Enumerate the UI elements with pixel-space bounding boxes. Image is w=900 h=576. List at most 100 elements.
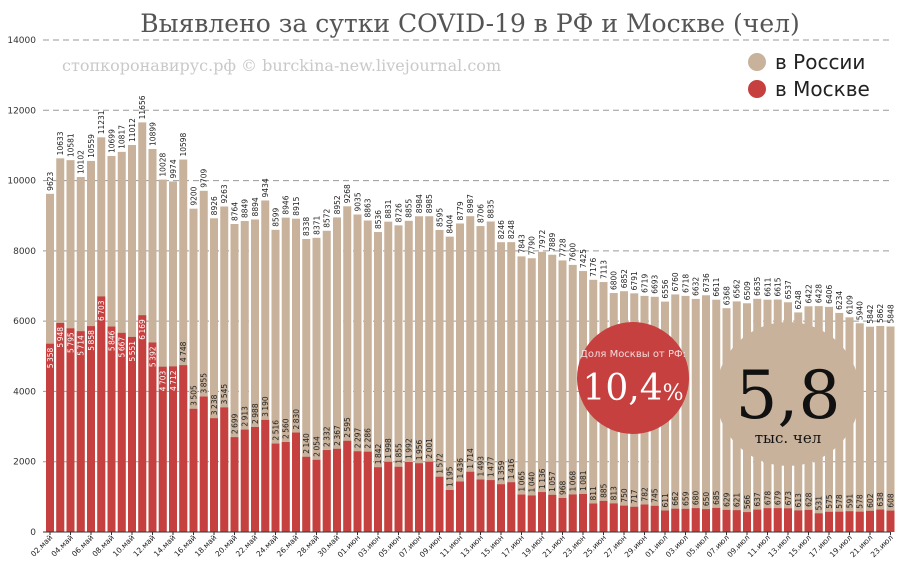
value-label-moscow: 2 830	[292, 409, 301, 430]
y-tick-label: 2000	[13, 458, 36, 468]
value-label-russia: 6428	[815, 284, 824, 303]
bar-moscow	[589, 503, 598, 532]
value-label-moscow: 1 065	[518, 471, 527, 492]
value-label-moscow: 2 332	[323, 426, 332, 447]
value-label-russia: 8338	[302, 217, 311, 236]
value-label-moscow: 2 516	[272, 420, 281, 441]
value-label-russia: 5842	[866, 304, 875, 323]
value-label-moscow: 3 855	[200, 373, 209, 394]
value-label-moscow: 1 068	[569, 471, 578, 492]
value-label-russia: 8248	[507, 220, 516, 239]
value-label-moscow: 5 358	[46, 347, 55, 368]
value-label-moscow: 662	[671, 491, 680, 506]
value-label-russia: 8946	[282, 195, 291, 214]
value-label-russia: 10817	[118, 125, 127, 149]
value-label-russia: 5848	[887, 304, 896, 323]
bar-moscow	[343, 440, 352, 532]
value-label-moscow: 2 297	[354, 427, 363, 448]
value-label-russia: 8849	[241, 199, 250, 218]
bar-moscow	[179, 365, 188, 532]
bar-russia	[497, 242, 505, 532]
value-label-russia: 6719	[641, 274, 650, 293]
bar-moscow	[671, 508, 680, 532]
value-label-moscow: 1 842	[374, 443, 383, 464]
value-label-moscow: 685	[712, 490, 721, 505]
value-label-moscow: 566	[743, 495, 752, 510]
bar-moscow	[650, 505, 659, 532]
value-label-russia: 6234	[835, 291, 844, 310]
value-label-russia: 8926	[210, 196, 219, 215]
bar-russia	[363, 220, 372, 532]
value-label-russia: 6537	[784, 280, 793, 299]
bar-russia	[333, 217, 341, 533]
value-label-moscow: 1 956	[415, 439, 424, 460]
bar-moscow	[825, 511, 833, 532]
value-label-moscow: 613	[794, 493, 803, 508]
bar-moscow	[773, 508, 782, 532]
bar-moscow	[609, 503, 618, 532]
value-label-moscow: 750	[620, 488, 629, 503]
bar-russia	[886, 326, 895, 532]
value-label-russia: 10598	[179, 132, 188, 156]
x-tick-label: 23.июл	[869, 533, 895, 559]
bar-moscow	[691, 508, 700, 532]
value-label-moscow: 782	[641, 487, 650, 502]
value-label-moscow: 5 846	[108, 330, 117, 351]
value-label-moscow: 1 855	[395, 443, 404, 464]
bar-moscow	[353, 451, 362, 532]
bar-russia	[158, 179, 167, 532]
bar-moscow	[312, 459, 321, 532]
value-label-moscow: 1 136	[538, 468, 547, 489]
value-label-russia: 6632	[692, 277, 701, 296]
value-label-moscow: 2 140	[302, 433, 311, 454]
value-label-moscow: 5 667	[118, 337, 127, 358]
bar-russia	[230, 224, 239, 532]
value-label-moscow: 602	[866, 493, 875, 508]
value-label-moscow: 2 286	[364, 428, 373, 449]
value-label-moscow: 2 560	[282, 418, 291, 439]
value-label-russia: 6736	[702, 273, 711, 292]
bar-russia	[712, 299, 721, 532]
bar-moscow	[87, 326, 95, 532]
bar-russia	[568, 264, 577, 532]
value-label-russia: 8952	[333, 195, 342, 214]
bar-moscow	[220, 407, 229, 532]
value-label-moscow: 1 998	[384, 438, 393, 459]
value-label-russia: 10633	[56, 131, 65, 155]
y-tick-label: 0	[30, 528, 36, 538]
value-label-russia: 10899	[149, 122, 158, 146]
value-label-russia: 11012	[128, 118, 137, 142]
value-label-russia: 8831	[384, 199, 393, 218]
bar-russia	[394, 225, 403, 532]
value-label-moscow: 638	[876, 492, 885, 507]
bar-russia	[210, 218, 218, 532]
source-watermark: стопкоронавирус.рф © burckina-new.livejo…	[62, 56, 501, 75]
value-label-russia: 5862	[876, 304, 885, 323]
value-label-moscow: 3 545	[220, 384, 229, 405]
value-label-moscow: 5 795	[67, 332, 76, 353]
value-label-russia: 8894	[251, 197, 260, 216]
bar-russia	[220, 206, 229, 532]
value-label-moscow: 6 169	[138, 319, 147, 340]
value-label-russia: 8835	[487, 199, 496, 218]
bar-moscow	[630, 506, 639, 532]
bar-moscow	[661, 510, 669, 532]
bar-russia	[292, 218, 300, 533]
bar-moscow	[158, 366, 167, 532]
bar-moscow	[169, 366, 177, 532]
bar-moscow	[732, 510, 741, 532]
y-tick-label: 4000	[13, 387, 36, 397]
bar-moscow	[814, 513, 823, 532]
value-label-moscow: 2 001	[425, 438, 434, 459]
value-label-russia: 10699	[108, 129, 117, 153]
value-label-russia: 6556	[661, 279, 670, 298]
value-label-moscow: 679	[774, 491, 783, 506]
value-label-moscow: 4 703	[159, 371, 168, 392]
value-label-moscow: 1 572	[436, 453, 445, 474]
legend-label-russia: в России	[775, 50, 865, 74]
value-label-russia: 6791	[630, 271, 639, 290]
bar-moscow	[855, 511, 864, 532]
value-label-moscow: 5 714	[77, 335, 86, 356]
bar-moscow	[835, 511, 844, 532]
